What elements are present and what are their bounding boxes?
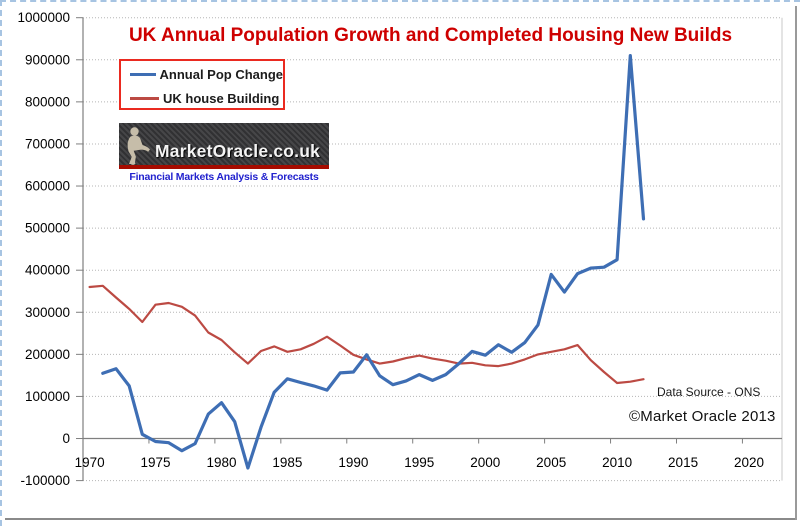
legend-label: Annual Pop Change [159,67,284,82]
data-source-note: Data Source - ONS [657,385,761,399]
svg-text:2010: 2010 [602,455,632,470]
svg-text:1985: 1985 [272,455,302,470]
svg-text:-100000: -100000 [20,473,70,488]
svg-text:600000: 600000 [25,179,70,194]
legend-line-sample-red [130,97,159,100]
marketoracle-logo: MarketOracle.co.uk [119,123,329,169]
svg-text:1990: 1990 [338,455,368,470]
series-uk-house-building [88,284,645,385]
axes [76,17,782,482]
seated-reader-icon [127,127,150,165]
svg-text:1975: 1975 [141,455,171,470]
logo-brand-text: MarketOracle.co.uk [155,141,321,161]
svg-text:300000: 300000 [25,305,70,320]
svg-text:500000: 500000 [25,221,70,236]
svg-text:2000: 2000 [470,455,500,470]
svg-text:100000: 100000 [25,389,70,404]
chart-title: UK Annual Population Growth and Complete… [128,25,733,46]
legend-item-annual-pop-change: Annual Pop Change [121,64,283,85]
svg-text:2020: 2020 [734,455,764,470]
logo-tagline: Financial Markets Analysis & Forecasts [129,171,319,183]
logo-red-stripe [119,165,329,169]
series-lines [88,53,646,470]
legend-line-sample-blue [130,72,156,77]
svg-text:0: 0 [62,431,70,446]
svg-text:1995: 1995 [404,455,434,470]
series-annual-pop-change [101,53,646,470]
gridlines [83,17,783,482]
svg-text:1980: 1980 [206,455,236,470]
svg-text:1000000: 1000000 [17,10,70,25]
svg-text:400000: 400000 [25,263,70,278]
svg-text:200000: 200000 [25,347,70,362]
svg-text:2015: 2015 [668,455,698,470]
legend-item-uk-house-building: UK house Building [121,88,283,109]
svg-text:900000: 900000 [25,52,70,67]
axis-labels: -100000 0 100000 200000 300000 400000 500000 60… [17,10,764,488]
svg-text:800000: 800000 [25,94,70,109]
copyright-note: ©Market Oracle 2013 [629,408,776,425]
svg-text:1970: 1970 [75,455,105,470]
svg-text:2005: 2005 [536,455,566,470]
legend: Annual Pop Change UK house Building [119,59,285,110]
legend-label: UK house Building [163,91,280,106]
svg-text:700000: 700000 [25,136,70,151]
